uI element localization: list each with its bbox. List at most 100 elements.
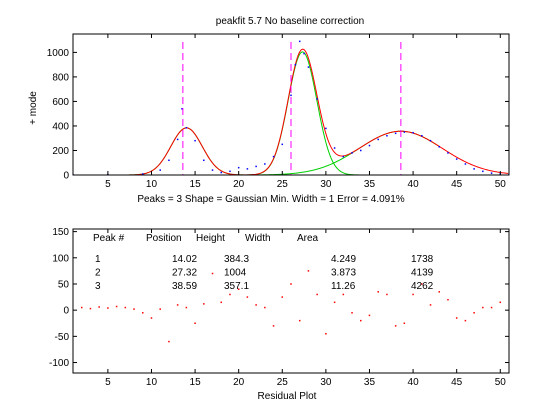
residual-point: [211, 272, 214, 275]
data-point: [386, 135, 388, 137]
bot-ytick-label: 100: [52, 253, 69, 264]
data-point: [220, 171, 222, 174]
residual-point: [447, 298, 449, 301]
residual-point: [455, 317, 458, 319]
data-point: [246, 168, 249, 170]
residual-point: [237, 288, 240, 290]
table-cell: 3.873: [331, 268, 356, 279]
residual-point: [107, 307, 109, 309]
bot-xtick-label: 5: [105, 377, 111, 388]
residual-point: [351, 312, 353, 314]
top-ytick-label: 600: [52, 97, 69, 108]
residual-point: [412, 293, 414, 296]
bot-frame: [72, 228, 510, 374]
top-xtick-label: 50: [495, 179, 507, 190]
bot-xtick-label: 50: [495, 377, 507, 388]
data-point: [316, 98, 318, 100]
residual-point: [298, 319, 301, 322]
data-point: [455, 158, 458, 160]
top-frame: [72, 33, 510, 176]
data-point: [194, 139, 196, 142]
data-point: [272, 155, 275, 158]
residual-point: [281, 296, 284, 298]
data-point: [421, 135, 423, 137]
table-cell: 1: [95, 254, 101, 265]
residual-point: [255, 304, 257, 306]
data-point: [176, 138, 179, 141]
table-cell: 4262: [411, 281, 434, 292]
table-cell: 357.1: [224, 281, 249, 292]
data-point: [168, 159, 170, 162]
table-cell: 4.249: [331, 254, 356, 265]
residual-point: [490, 306, 493, 309]
residual-point: [185, 306, 188, 309]
residual-point: [229, 293, 231, 296]
data-point: [185, 127, 188, 129]
top-xtick-label: 15: [190, 179, 202, 190]
table-cell: 384.3: [224, 254, 249, 265]
residual-point: [464, 319, 467, 322]
top-plot-area: [73, 40, 509, 175]
data-point: [229, 170, 231, 173]
residual-point: [438, 291, 440, 293]
table-cell: 14.02: [172, 254, 197, 265]
table-cell: 1738: [411, 254, 434, 265]
residual-point: [176, 304, 179, 306]
data-point: [290, 94, 292, 97]
residual-point: [325, 332, 327, 335]
residual-point: [246, 296, 249, 298]
data-point: [281, 143, 284, 146]
residual-point: [473, 312, 475, 314]
top-xtick-label: 10: [146, 179, 158, 190]
residual-point: [220, 301, 222, 304]
residual-point: [290, 283, 292, 285]
residual-point: [124, 306, 127, 309]
data-point: [333, 147, 336, 149]
top-ytick-label: 200: [52, 146, 69, 157]
data-point: [394, 132, 397, 135]
residual-point: [421, 283, 423, 285]
data-point: [482, 170, 484, 173]
residual-point: [316, 293, 318, 296]
residual-point: [150, 317, 153, 319]
residual-point: [115, 305, 118, 308]
bot-ytick-label: 150: [52, 227, 69, 238]
data-point: [298, 40, 301, 43]
table-cell: 3: [95, 281, 101, 292]
top-ytick-label: 1000: [47, 48, 70, 59]
top-xtick-label: 40: [408, 179, 420, 190]
residual-point: [264, 306, 266, 309]
data-point: [307, 66, 310, 68]
table-header: Width: [245, 233, 271, 244]
data-point: [211, 169, 214, 171]
table-cell: 11.26: [331, 281, 356, 292]
bot-xtick-label: 40: [408, 377, 420, 388]
residual-point: [80, 306, 83, 309]
top-xtick-label: 35: [364, 179, 376, 190]
residual-point: [307, 270, 310, 272]
component-curve-3: [73, 130, 440, 175]
top-xtick-label: 25: [277, 179, 289, 190]
top-xtick-label: 20: [233, 179, 245, 190]
residual-point: [499, 301, 502, 304]
data-point: [351, 152, 353, 154]
bot-xtick-label: 25: [277, 377, 289, 388]
residual-point: [342, 293, 345, 296]
data-point: [237, 166, 240, 169]
table-header: Peak #: [93, 233, 125, 244]
data-point: [255, 165, 257, 168]
residual-point: [403, 322, 406, 325]
residual-point: [203, 303, 205, 305]
residual-plot-area: [80, 270, 502, 343]
data-point: [325, 127, 327, 130]
data-point: [181, 108, 183, 110]
data-point: [403, 131, 406, 133]
y-axis-label: + mode: [28, 91, 39, 125]
data-point: [490, 172, 493, 174]
bot-xtick-label: 35: [364, 377, 376, 388]
residual-point: [89, 307, 92, 310]
bot-xtick-label: 10: [146, 377, 158, 388]
data-point: [159, 169, 161, 171]
results-table: Peak # Position Height Width Area 1 14.02 384.3…: [93, 233, 434, 292]
